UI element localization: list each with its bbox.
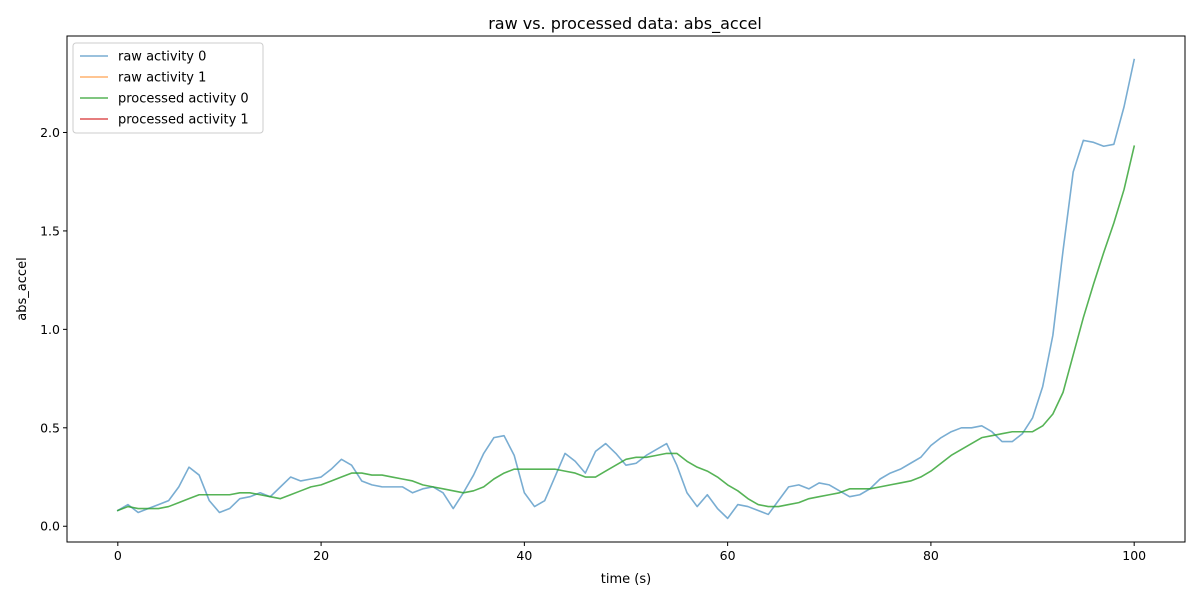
legend-label-3: processed activity 1: [118, 113, 249, 128]
y-tick-label: 0.0: [40, 519, 60, 534]
legend-label-2: processed activity 0: [118, 92, 249, 107]
x-tick-label: 100: [1122, 548, 1146, 563]
x-tick-label: 20: [313, 548, 329, 563]
y-tick-label: 0.5: [40, 420, 60, 435]
legend-label-1: raw activity 1: [118, 71, 206, 86]
legend-label-0: raw activity 0: [118, 50, 206, 65]
chart-title: raw vs. processed data: abs_accel: [488, 14, 762, 34]
x-axis-ticks: 0 20 40 60 80 100: [114, 542, 1146, 563]
x-tick-label: 0: [114, 548, 122, 563]
legend-items: raw activity 0 raw activity 1 processed ac…: [80, 50, 249, 128]
series-layer: [116, 58, 1136, 520]
legend-frame: [72, 42, 264, 134]
x-tick-label: 60: [720, 548, 736, 563]
y-axis-ticks: 0.0 0.5 1.0 1.5 2.0: [40, 125, 67, 534]
y-tick-label: 1.0: [40, 322, 60, 337]
y-tick-label: 2.0: [40, 125, 60, 140]
y-tick-label: 1.5: [40, 223, 60, 238]
legend: raw activity 0 raw activity 1 processed ac…: [72, 42, 264, 134]
x-tick-label: 40: [516, 548, 532, 563]
x-tick-label: 80: [923, 548, 939, 563]
plot-area-frame: [66, 35, 1186, 543]
y-axis-label: abs_accel: [15, 257, 30, 320]
series-line-0: [116, 58, 1136, 520]
series-line-2: [116, 145, 1136, 512]
x-axis-label: time (s): [601, 572, 651, 587]
